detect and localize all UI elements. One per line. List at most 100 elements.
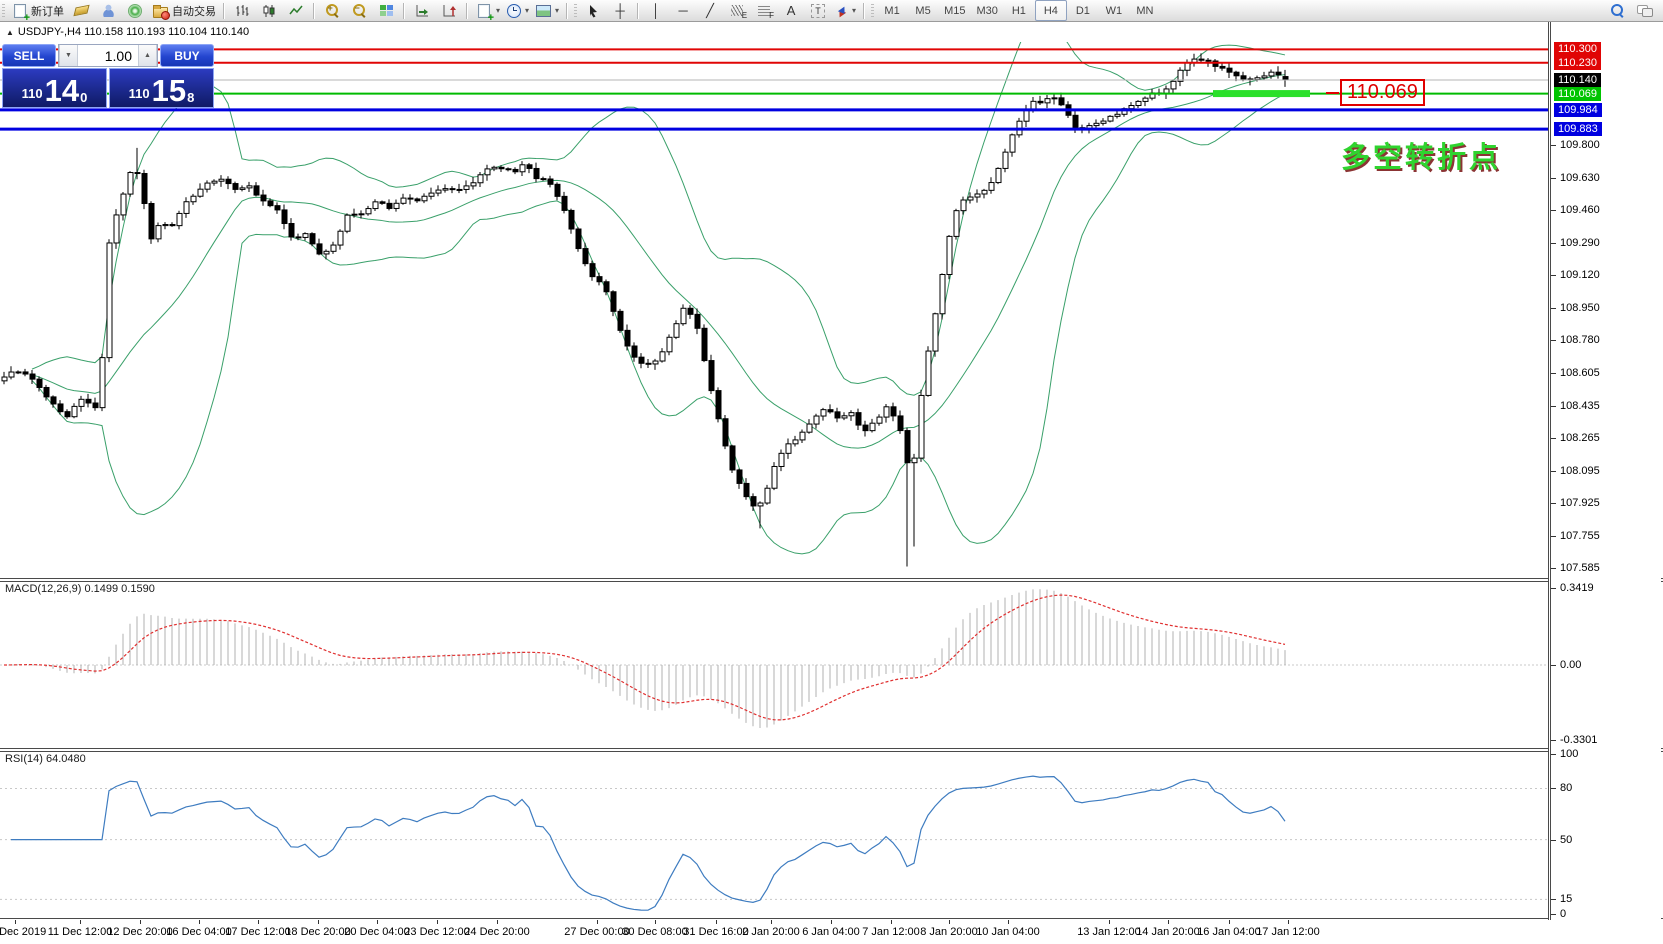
market-watch-button[interactable] <box>68 1 94 20</box>
time-tick-label: 6 Jan 04:00 <box>802 926 860 938</box>
time-tick <box>716 920 717 924</box>
rsi-tick-label: 80 <box>1560 782 1573 795</box>
toolbar-grip[interactable] <box>574 3 578 18</box>
main-chart-panel[interactable] <box>0 42 1548 578</box>
price-annotation-label[interactable]: 110.069 <box>1340 79 1425 106</box>
axis-tick <box>1551 503 1556 505</box>
timeframe-w1-button[interactable]: W1 <box>1105 4 1123 17</box>
buy-button[interactable]: BUY <box>160 44 214 67</box>
time-tick <box>1008 920 1009 924</box>
crosshair-tool-button[interactable]: ┼ <box>607 1 633 20</box>
time-tick-label: 17 Jan 12:00 <box>1256 926 1320 938</box>
navigator-button[interactable] <box>122 1 148 20</box>
rsi-tick-label: 50 <box>1560 833 1573 846</box>
buy-big-figure: 110 <box>128 86 150 101</box>
zoom-in-button[interactable]: + <box>319 1 345 20</box>
chat-button[interactable] <box>1631 1 1657 20</box>
volume-decrease-button[interactable]: ▼ <box>59 45 78 66</box>
autotrading-label: 自动交易 <box>172 5 216 18</box>
rsi-label: RSI(14) 64.0480 <box>5 753 86 765</box>
sell-price-quote[interactable]: 110 14 0 <box>2 68 107 108</box>
axis-tick <box>1551 568 1556 570</box>
bar-chart-icon <box>236 4 249 16</box>
time-tick <box>655 920 656 924</box>
turning-point-annotation[interactable]: 多空转折点 <box>1341 142 1502 174</box>
time-tick-label: 10 Dec 2019 <box>0 926 47 938</box>
time-tick <box>140 920 141 924</box>
channel-tool-button[interactable]: E <box>724 1 750 20</box>
toolbar-separator <box>637 2 640 19</box>
sell-button[interactable]: SELL <box>2 44 56 67</box>
volume-increase-button[interactable]: ▲ <box>138 45 157 66</box>
indicators-button[interactable]: ▾ <box>472 1 503 20</box>
bar-chart-button[interactable] <box>229 1 255 20</box>
price-pointer-dash <box>1326 92 1339 94</box>
cursor-tool-button[interactable] <box>580 1 606 20</box>
timeframe-d1-button[interactable]: D1 <box>1075 4 1090 17</box>
bollinger-bands <box>31 42 1286 555</box>
time-tick-label: 13 Jan 12:00 <box>1077 926 1141 938</box>
time-tick <box>771 920 772 924</box>
volume-input[interactable]: 1.00 <box>104 47 132 64</box>
text-tool-button[interactable]: A <box>778 1 804 20</box>
time-tick <box>1229 920 1230 924</box>
label-tool-button[interactable]: T <box>805 1 831 20</box>
horizontal-price-lines[interactable] <box>0 48 1548 131</box>
search-button[interactable] <box>1604 1 1630 20</box>
timeframe-mn-button[interactable]: MN <box>1136 4 1154 17</box>
arrows-tool-button[interactable]: ▾ <box>832 1 859 20</box>
toolbar-grip[interactable] <box>871 3 875 18</box>
buy-price-quote[interactable]: 110 15 8 <box>109 68 214 108</box>
vertical-line-tool-button[interactable]: │ <box>643 1 669 20</box>
vertical-line-icon: │ <box>651 3 661 18</box>
macd-panel[interactable] <box>0 582 1548 748</box>
panel-separator[interactable] <box>0 578 1663 582</box>
data-window-icon <box>100 2 117 19</box>
chart-window[interactable]: ▲ USDJPY-,H4 110.158 110.193 110.104 110.… <box>0 22 1663 944</box>
timeframe-m30-button[interactable]: M30 <box>976 4 998 17</box>
price-axis[interactable]: 109.800 109.630 109.460 109.290 109.120 108.9… <box>1551 22 1661 920</box>
toolbar-grip[interactable] <box>2 3 5 18</box>
timeframe-h4-button[interactable]: H4 <box>1034 0 1067 21</box>
auto-scroll-icon <box>416 4 428 16</box>
fibonacci-tool-button[interactable]: F <box>751 1 777 20</box>
axis-tick <box>1551 788 1556 790</box>
new-order-button[interactable]: 新订单 <box>8 1 67 20</box>
chart-shift-icon <box>443 4 456 16</box>
trendline-tool-button[interactable]: ╱ <box>697 1 723 20</box>
price-tick-label: 108.265 <box>1560 432 1600 445</box>
timeframe-m5-button[interactable]: M5 <box>915 4 931 17</box>
rsi-panel[interactable] <box>0 752 1548 918</box>
chart-shift-button[interactable] <box>436 1 462 20</box>
equidistant-channel-icon: E <box>731 5 747 20</box>
candlestick-chart-button[interactable] <box>256 1 282 20</box>
line-chart-button[interactable] <box>283 1 309 20</box>
data-window-button[interactable] <box>95 1 121 20</box>
macd-histogram <box>10 589 1286 729</box>
timeframe-h1-button[interactable]: H1 <box>1011 4 1026 17</box>
templates-button[interactable]: ▾ <box>533 1 562 20</box>
buy-pip: 8 <box>187 90 195 105</box>
time-tick <box>1109 920 1110 924</box>
horizontal-line-tool-button[interactable]: ─ <box>670 1 696 20</box>
periods-button[interactable]: ▾ <box>504 1 532 20</box>
toolbar-separator <box>566 2 569 19</box>
auto-scroll-button[interactable] <box>409 1 435 20</box>
time-tick <box>949 920 950 924</box>
axis-tick <box>1551 275 1556 276</box>
time-tick <box>199 920 200 924</box>
buy-price: 15 <box>151 73 187 109</box>
timeframe-m1-button[interactable]: M1 <box>884 4 900 17</box>
tile-windows-button[interactable] <box>373 1 399 20</box>
timeframe-m15-button[interactable]: M15 <box>944 4 966 17</box>
panel-separator[interactable] <box>0 748 1663 752</box>
highlight-segment[interactable] <box>1213 90 1310 98</box>
one-click-trade-panel: SELL ▼ 1.00 ▲ BUY 110 14 0 110 15 8 <box>2 44 214 108</box>
time-tick-label: 14 Jan 20:00 <box>1136 926 1200 938</box>
tile-windows-icon <box>379 4 393 17</box>
market-watch-icon <box>72 2 90 19</box>
autotrading-button[interactable]: 自动交易 <box>149 1 219 20</box>
sell-price: 14 <box>44 73 80 109</box>
zoom-out-button[interactable]: − <box>346 1 372 20</box>
